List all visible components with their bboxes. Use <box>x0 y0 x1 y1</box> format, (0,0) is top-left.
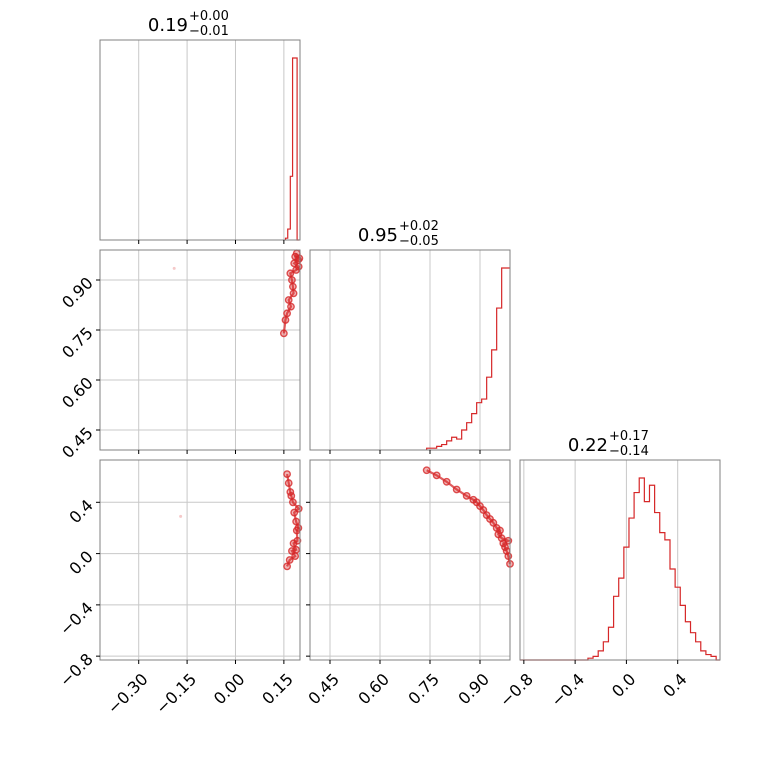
panel-frame <box>519 459 721 661</box>
x-tick-label-p0: 0.15 <box>258 670 297 709</box>
title-value-p0: 0.19 <box>148 15 188 36</box>
y-tick-label-p2: 0.4 <box>65 496 96 527</box>
title-minus-p0: −0.01 <box>189 24 229 39</box>
title-plus-p2: +0.17 <box>609 429 649 444</box>
title-minus-p2: −0.14 <box>609 444 649 459</box>
x-tick-label-p0: −0.15 <box>152 670 200 718</box>
x-tick-label-p1: 0.60 <box>354 670 393 709</box>
panel-frame <box>99 249 301 451</box>
title-plus-p0: +0.00 <box>189 9 229 24</box>
panel-frame <box>99 459 301 661</box>
x-tick-label-p0: −0.30 <box>104 670 152 718</box>
x-tick-label-p0: 0.00 <box>210 670 249 709</box>
sample-point <box>179 514 183 518</box>
contour-p0_p1 <box>282 252 302 334</box>
title-plus-p1: +0.02 <box>399 219 439 234</box>
histogram-p1 <box>426 267 510 450</box>
title-value-p1: 0.95 <box>358 225 398 246</box>
x-tick-label-p2: 0.0 <box>608 670 639 701</box>
sample-point <box>172 266 176 270</box>
y-tick-label-p2: 0.0 <box>65 547 96 578</box>
title-value-p2: 0.22 <box>568 435 608 456</box>
x-tick-label-p1: 0.90 <box>454 670 493 709</box>
y-tick-label-p1: 0.75 <box>58 323 97 362</box>
y-tick-label-p1: 0.60 <box>58 373 97 412</box>
histogram-p0 <box>284 57 300 241</box>
panel-frame <box>99 39 301 241</box>
histogram-p2 <box>520 477 720 661</box>
x-tick-label-p2: 0.4 <box>659 670 690 701</box>
x-tick-label-p2: −0.4 <box>547 670 588 711</box>
y-tick-label-p1: 0.45 <box>58 423 97 462</box>
x-tick-label-p2: −0.8 <box>496 670 537 711</box>
x-tick-label-p1: 0.45 <box>304 670 343 709</box>
contour-p1_p2 <box>426 469 512 565</box>
y-tick-label-p2: −0.8 <box>56 650 97 691</box>
title-minus-p1: −0.05 <box>399 234 439 249</box>
panel-frame <box>309 459 511 661</box>
x-tick-label-p1: 0.75 <box>404 670 443 709</box>
contour-p0_p2 <box>286 473 301 567</box>
panel-frame <box>309 249 511 451</box>
y-tick-label-p2: −0.4 <box>56 598 97 639</box>
y-tick-label-p1: 0.90 <box>58 273 97 312</box>
